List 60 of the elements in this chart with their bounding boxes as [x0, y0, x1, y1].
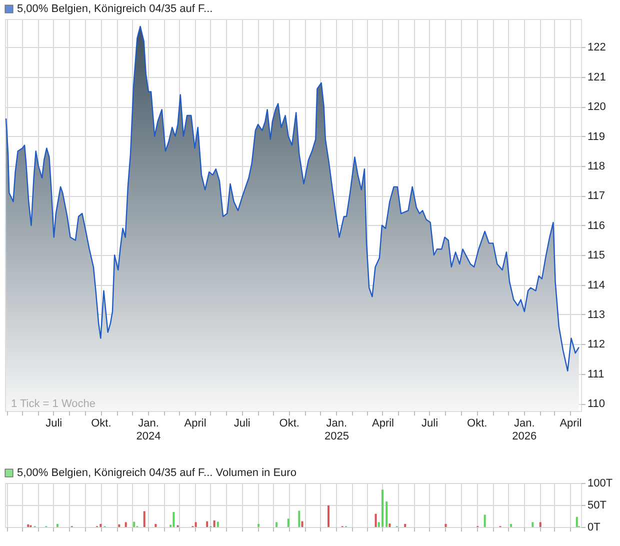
- annotation: 1 Tick = 1 Woche: [11, 398, 96, 410]
- bar: [100, 524, 102, 527]
- y-tick-label: 0T: [588, 522, 601, 534]
- x-tick-label: Okt.: [467, 418, 488, 430]
- y-tick-label: 117: [588, 190, 606, 202]
- y-tick-label: 115: [588, 250, 606, 262]
- bar: [276, 522, 278, 527]
- y-tick-label: 110: [588, 398, 606, 410]
- y-tick-label: 111: [588, 368, 604, 380]
- bar: [143, 511, 146, 527]
- y-tick-label: 50T: [588, 500, 607, 512]
- bar: [213, 520, 216, 527]
- bar: [301, 521, 304, 527]
- bar: [216, 522, 219, 527]
- x-tick-label: Jan. 2025: [324, 418, 349, 442]
- bar: [404, 524, 406, 527]
- legend-label: 5,00% Belgien, Königreich 04/35 auf F...: [17, 3, 213, 15]
- x-tick-label: Juli: [46, 418, 62, 430]
- bar: [118, 524, 120, 527]
- bar: [56, 524, 58, 527]
- x-tick-label: Juli: [234, 418, 250, 430]
- y-tick-label: 118: [588, 160, 606, 172]
- bar: [124, 522, 127, 527]
- bar: [539, 522, 542, 527]
- x-tick-label: Juli: [422, 418, 438, 430]
- x-tick-label: Jan. 2026: [512, 418, 537, 442]
- legend-label: 5,00% Belgien, Königreich 04/35 auf F... Volumen in Euro: [17, 467, 296, 479]
- y-tick-label: 116: [588, 220, 606, 232]
- x-tick-label: April: [560, 418, 582, 430]
- bar: [287, 518, 290, 527]
- bar: [484, 514, 486, 527]
- y-tick-label: 113: [588, 308, 606, 321]
- y-tick-label: 112: [588, 338, 606, 351]
- bar: [576, 516, 578, 527]
- bar: [154, 524, 157, 527]
- x-tick-label: April: [184, 418, 206, 430]
- y-tick-label: 122: [588, 42, 606, 54]
- bar: [386, 501, 388, 527]
- bar: [258, 524, 260, 527]
- bar: [206, 521, 208, 527]
- bar: [327, 505, 330, 527]
- y-tick-label: 120: [588, 101, 606, 114]
- x-tick-label: Okt.: [91, 418, 112, 430]
- bar: [27, 524, 30, 527]
- x-tick-label: Jan. 2024: [136, 418, 161, 442]
- bar: [532, 522, 534, 527]
- bar: [172, 512, 175, 527]
- bar: [381, 490, 384, 527]
- y-tick-label: 100T: [588, 478, 613, 490]
- x-tick-label: Okt.: [279, 418, 300, 430]
- bar: [194, 522, 197, 527]
- bar: [374, 514, 377, 527]
- bar: [388, 523, 391, 527]
- y-tick-label: 114: [588, 279, 606, 292]
- x-tick-label: April: [372, 418, 394, 430]
- y-tick-label: 121: [588, 71, 606, 84]
- bar: [444, 524, 447, 527]
- bar: [298, 510, 300, 527]
- y-tick-label: 119: [588, 130, 606, 143]
- bar: [133, 522, 136, 527]
